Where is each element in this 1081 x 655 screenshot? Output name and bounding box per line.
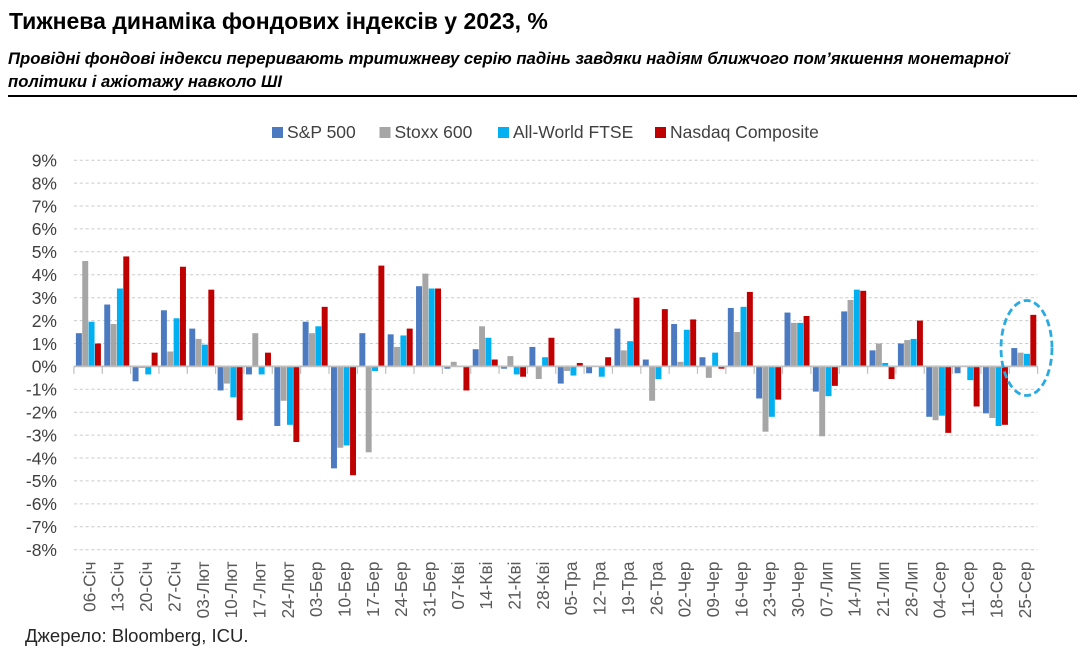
svg-text:All-World FTSE: All-World FTSE: [513, 122, 633, 142]
svg-text:19-Тра: 19-Тра: [618, 561, 638, 615]
svg-text:03-Бер: 03-Бер: [306, 562, 326, 618]
svg-text:4%: 4%: [32, 265, 57, 285]
svg-text:-7%: -7%: [26, 517, 57, 537]
svg-text:1%: 1%: [32, 334, 57, 354]
svg-text:12-Тра: 12-Тра: [590, 561, 610, 615]
svg-text:-8%: -8%: [26, 540, 57, 560]
svg-text:23-Чер: 23-Чер: [760, 562, 780, 618]
svg-text:30-Чер: 30-Чер: [788, 562, 808, 618]
svg-text:13-Січ: 13-Січ: [108, 562, 128, 612]
svg-text:0%: 0%: [32, 357, 57, 377]
svg-text:21-Лип: 21-Лип: [873, 562, 893, 617]
svg-text:07-Кві: 07-Кві: [448, 562, 468, 610]
svg-text:31-Бер: 31-Бер: [420, 562, 440, 618]
svg-text:20-Січ: 20-Січ: [136, 562, 156, 612]
svg-text:21-Кві: 21-Кві: [505, 562, 525, 610]
svg-text:02-Чер: 02-Чер: [675, 562, 695, 618]
svg-text:18-Сер: 18-Сер: [986, 562, 1006, 619]
svg-text:26-Тра: 26-Тра: [646, 561, 666, 615]
svg-text:Nasdaq Composite: Nasdaq Composite: [670, 122, 819, 142]
svg-text:25-Сер: 25-Сер: [1015, 562, 1035, 619]
svg-text:27-Січ: 27-Січ: [164, 562, 184, 612]
svg-text:06-Січ: 06-Січ: [79, 562, 99, 612]
svg-text:6%: 6%: [32, 219, 57, 239]
svg-text:3%: 3%: [32, 288, 57, 308]
svg-text:-3%: -3%: [26, 425, 57, 445]
svg-text:24-Бер: 24-Бер: [391, 562, 411, 618]
svg-text:14-Лип: 14-Лип: [845, 562, 865, 617]
svg-text:05-Тра: 05-Тра: [561, 561, 581, 615]
svg-text:7%: 7%: [32, 196, 57, 216]
svg-text:17-Бер: 17-Бер: [363, 562, 383, 618]
svg-text:9%: 9%: [32, 151, 57, 171]
svg-text:-1%: -1%: [26, 380, 57, 400]
svg-text:-4%: -4%: [26, 448, 57, 468]
svg-text:2%: 2%: [32, 311, 57, 331]
svg-text:8%: 8%: [32, 173, 57, 193]
svg-text:07-Лип: 07-Лип: [816, 562, 836, 617]
svg-text:28-Лип: 28-Лип: [901, 562, 921, 617]
svg-text:03-Лют: 03-Лют: [193, 561, 213, 618]
svg-text:S&P 500: S&P 500: [287, 122, 356, 142]
svg-text:Stoxx 600: Stoxx 600: [395, 122, 473, 142]
svg-text:10-Бер: 10-Бер: [335, 562, 355, 618]
svg-text:17-Лют: 17-Лют: [249, 561, 269, 618]
svg-text:14-Кві: 14-Кві: [476, 562, 496, 610]
svg-text:10-Лют: 10-Лют: [221, 561, 241, 618]
svg-text:24-Лют: 24-Лют: [278, 561, 298, 618]
svg-text:-2%: -2%: [26, 403, 57, 423]
svg-text:16-Чер: 16-Чер: [731, 562, 751, 618]
svg-text:09-Чер: 09-Чер: [703, 562, 723, 618]
svg-text:-5%: -5%: [26, 471, 57, 491]
svg-text:5%: 5%: [32, 242, 57, 262]
svg-text:28-Кві: 28-Кві: [533, 562, 553, 610]
svg-text:04-Сер: 04-Сер: [930, 562, 950, 619]
svg-text:11-Сер: 11-Сер: [958, 562, 978, 617]
svg-text:-6%: -6%: [26, 494, 57, 514]
